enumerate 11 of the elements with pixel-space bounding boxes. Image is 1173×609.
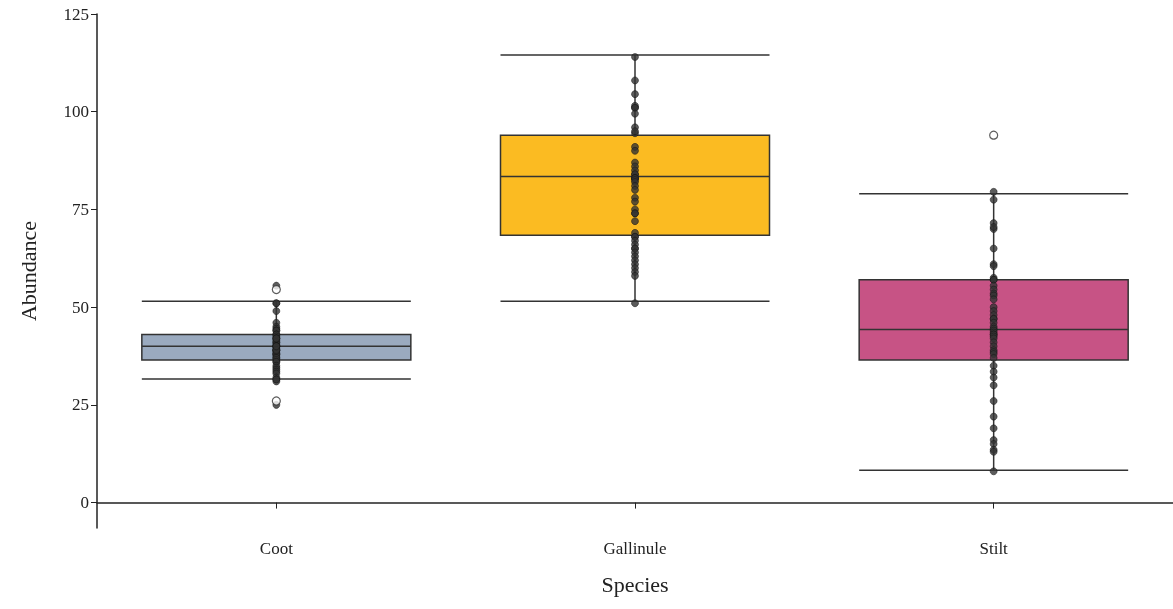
y-tick-label: 50 xyxy=(72,297,89,317)
x-axis-title: Species xyxy=(601,571,669,597)
x-tick-label: Coot xyxy=(259,539,294,558)
y-tick-label: 100 xyxy=(63,102,89,122)
y-axis-title: Abundance xyxy=(15,220,41,322)
y-tick-label: 75 xyxy=(72,199,89,219)
x-tick-label: Gallinule xyxy=(603,539,667,558)
y-tick-label: 0 xyxy=(80,493,89,513)
y-tick-label: 125 xyxy=(63,4,89,24)
y-tick-label: 25 xyxy=(72,395,89,415)
x-tick-label: Stilt xyxy=(979,539,1009,558)
